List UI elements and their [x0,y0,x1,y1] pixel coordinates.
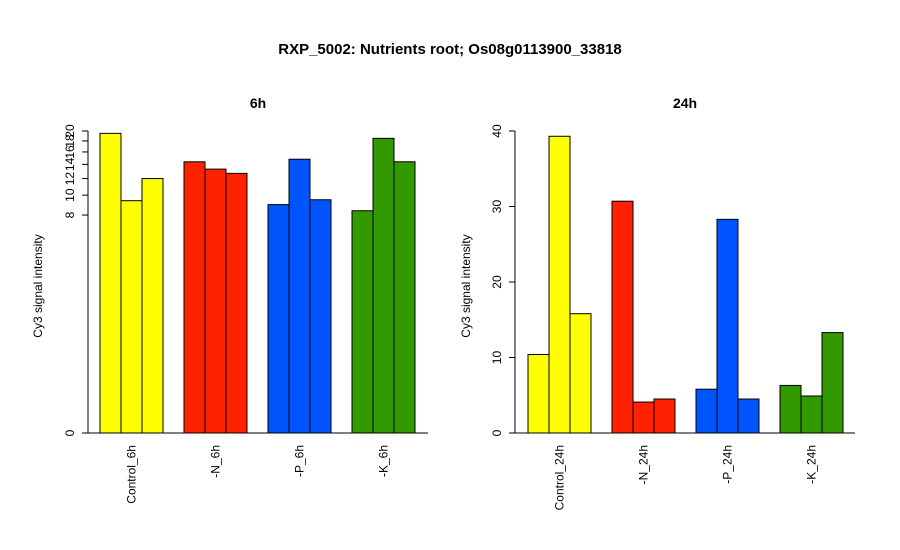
bar-p-6h-3 [309,199,332,434]
bar-n-24h-2 [632,401,655,434]
x-category-label: -K_6h [377,445,391,477]
y-tick-label: 40 [490,124,504,138]
y-tick-label: 20 [490,275,504,289]
bar-control-24h-2 [548,135,571,434]
figure-title: RXP_5002: Nutrients root; Os08g0113900_3… [278,41,622,58]
y-tick-label: 0 [490,429,504,436]
y-axis-label: Cy3 signal intensity [459,234,473,337]
y-tick-label: 0 [63,429,77,436]
y-tick-label: 16 [63,145,77,159]
panel-title: 6h [250,95,266,111]
y-tick-label: 14 [63,157,77,171]
bar-control-24h-3 [569,313,592,434]
bar-n-24h-1 [611,200,634,434]
y-tick-label: 30 [490,200,504,214]
bar-p-24h-1 [695,388,718,434]
y-tick-label: 10 [63,188,77,202]
bar-k-24h-1 [779,384,802,434]
x-category-label: -N_24h [637,445,651,484]
chart-panel-24h: 24h Cy3 signal intensity 0 10 20 30 40 Control_… [459,95,855,510]
y-tick-label: 18 [63,134,77,148]
y-axis-label: Cy3 signal intensity [31,234,45,337]
y-tick-label: 10 [490,351,504,365]
bar-p-6h-1 [267,204,290,434]
bar-k-24h-2 [800,395,823,434]
bar-n-6h-2 [204,168,227,434]
bar-k-24h-3 [821,332,844,434]
bar-k-6h-2 [372,137,395,434]
panel-title: 24h [673,95,697,111]
x-category-label: -K_24h [805,445,819,484]
y-tick-label: 12 [63,172,77,186]
y-tick-label: 20 [63,124,77,138]
bar-control-24h-1 [527,353,550,434]
bar-n-6h-1 [183,161,206,434]
bar-n-6h-3 [225,172,248,434]
bar-n-24h-3 [653,398,676,434]
y-tick-label: 8 [63,211,77,218]
x-category-label: -N_6h [209,445,223,478]
x-category-label: Control_6h [125,445,139,504]
bar-control-6h-1 [99,132,122,434]
bar-p-24h-2 [716,218,739,434]
x-category-label: Control_24h [553,445,567,510]
x-category-label: -P_24h [721,445,735,484]
bar-control-6h-2 [120,200,143,434]
x-category-label: -P_6h [293,445,307,477]
bar-p-24h-3 [737,398,760,434]
bar-p-6h-2 [288,158,311,434]
bar-control-6h-3 [141,178,164,434]
bar-k-6h-3 [393,161,416,434]
bar-k-6h-1 [351,210,374,434]
